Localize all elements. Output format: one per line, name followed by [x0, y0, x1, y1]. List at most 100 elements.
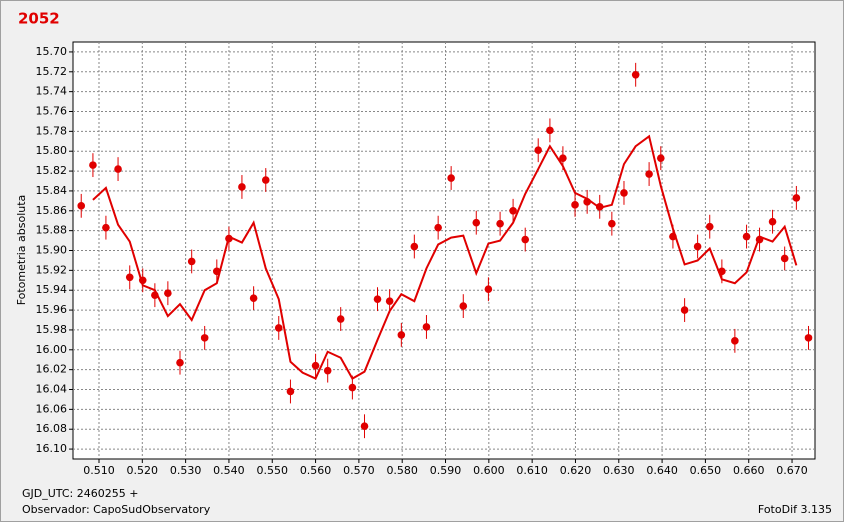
data-point: [780, 254, 789, 263]
x-tick-label: 0.570: [343, 464, 375, 477]
y-tick-label: 16.04: [36, 383, 68, 396]
y-tick-label: 16.00: [36, 343, 68, 356]
y-tick-label: 16.02: [36, 363, 68, 376]
x-tick-label: 0.620: [560, 464, 592, 477]
chart-title: 2052: [18, 10, 60, 28]
data-point: [114, 165, 122, 173]
data-point: [89, 161, 97, 169]
data-point: [534, 146, 543, 155]
y-tick-label: 15.84: [36, 184, 68, 197]
y-axis-label: Fotometria absoluta: [15, 195, 28, 306]
data-point: [187, 257, 196, 266]
x-tick-label: 0.670: [776, 464, 808, 477]
data-point: [102, 223, 110, 232]
y-tick-label: 15.82: [36, 164, 68, 177]
y-tick-label: 15.94: [36, 283, 68, 296]
data-point: [459, 302, 468, 310]
x-tick-label: 0.550: [257, 464, 289, 477]
x-tick-label: 0.650: [690, 464, 722, 477]
data-point: [718, 267, 726, 276]
y-tick-label: 16.10: [36, 442, 68, 455]
data-point: [286, 387, 295, 396]
data-point: [792, 194, 801, 202]
data-point: [546, 126, 554, 135]
data-point: [200, 334, 209, 342]
y-tick-label: 15.86: [36, 204, 68, 217]
data-point: [620, 189, 628, 197]
y-tick-label: 15.74: [36, 85, 68, 98]
data-point: [434, 223, 442, 232]
data-point: [472, 218, 481, 227]
x-tick-label: 0.580: [386, 464, 418, 477]
data-point: [360, 422, 369, 431]
y-tick-label: 15.96: [36, 303, 68, 316]
data-point: [496, 219, 504, 228]
data-point: [595, 203, 604, 211]
data-point: [755, 235, 764, 244]
data-point: [213, 267, 221, 276]
x-tick-label: 0.590: [430, 464, 462, 477]
data-point: [348, 383, 357, 392]
y-tick-label: 15.72: [36, 65, 68, 78]
data-point: [323, 366, 332, 375]
data-point: [521, 235, 530, 244]
y-tick-label: 15.90: [36, 244, 68, 257]
data-point: [680, 306, 689, 314]
data-point: [768, 217, 777, 226]
data-point: [176, 358, 184, 367]
data-point: [225, 234, 233, 243]
data-point: [373, 295, 382, 303]
data-point: [705, 222, 714, 231]
data-point: [447, 174, 455, 182]
data-point: [656, 154, 665, 162]
x-tick-label: 0.660: [733, 464, 765, 477]
x-tick-label: 0.520: [127, 464, 159, 477]
data-point: [261, 176, 270, 184]
x-tick-label: 0.530: [170, 464, 202, 477]
data-point: [571, 201, 579, 209]
data-point: [138, 276, 147, 285]
y-tick-label: 15.70: [36, 45, 68, 58]
x-tick-label: 0.540: [213, 464, 245, 477]
data-point: [509, 206, 517, 215]
y-tick-label: 16.08: [36, 422, 68, 435]
data-point: [238, 183, 246, 191]
plot-area: [72, 41, 816, 460]
data-point: [274, 324, 283, 332]
data-point: [164, 289, 172, 297]
data-point: [669, 232, 677, 241]
data-point: [311, 361, 320, 370]
data-point: [742, 232, 751, 241]
data-point: [631, 70, 640, 79]
x-tick-label: 0.600: [473, 464, 505, 477]
data-point: [410, 242, 419, 251]
data-point: [484, 285, 493, 294]
x-axis-label: GJD_UTC: 2460255 +: [22, 487, 138, 500]
data-point: [397, 331, 406, 339]
x-tick-label: 0.640: [646, 464, 678, 477]
average-line: [92, 134, 798, 380]
data-point: [385, 297, 394, 305]
y-tick-label: 15.78: [36, 124, 68, 137]
data-point: [804, 334, 813, 342]
data-point: [559, 154, 567, 162]
x-tick-label: 0.560: [300, 464, 332, 477]
y-tick-label: 15.88: [36, 224, 68, 237]
y-tick-label: 15.98: [36, 323, 68, 336]
data-point: [422, 323, 431, 331]
data-point: [249, 294, 258, 302]
software-version: FotoDif 3.135: [758, 503, 832, 516]
data-point: [151, 291, 159, 299]
data-point: [608, 219, 616, 228]
x-tick-label: 0.630: [603, 464, 635, 477]
data-point: [77, 202, 86, 210]
y-tick-label: 15.92: [36, 263, 68, 276]
data-point: [731, 337, 739, 345]
y-tick-label: 15.76: [36, 105, 68, 118]
data-point: [693, 242, 702, 251]
observer: Observador: CapoSudObservatory: [22, 503, 211, 516]
data-point: [125, 273, 134, 282]
x-tick-label: 0.510: [83, 464, 115, 477]
data-point: [583, 198, 591, 206]
